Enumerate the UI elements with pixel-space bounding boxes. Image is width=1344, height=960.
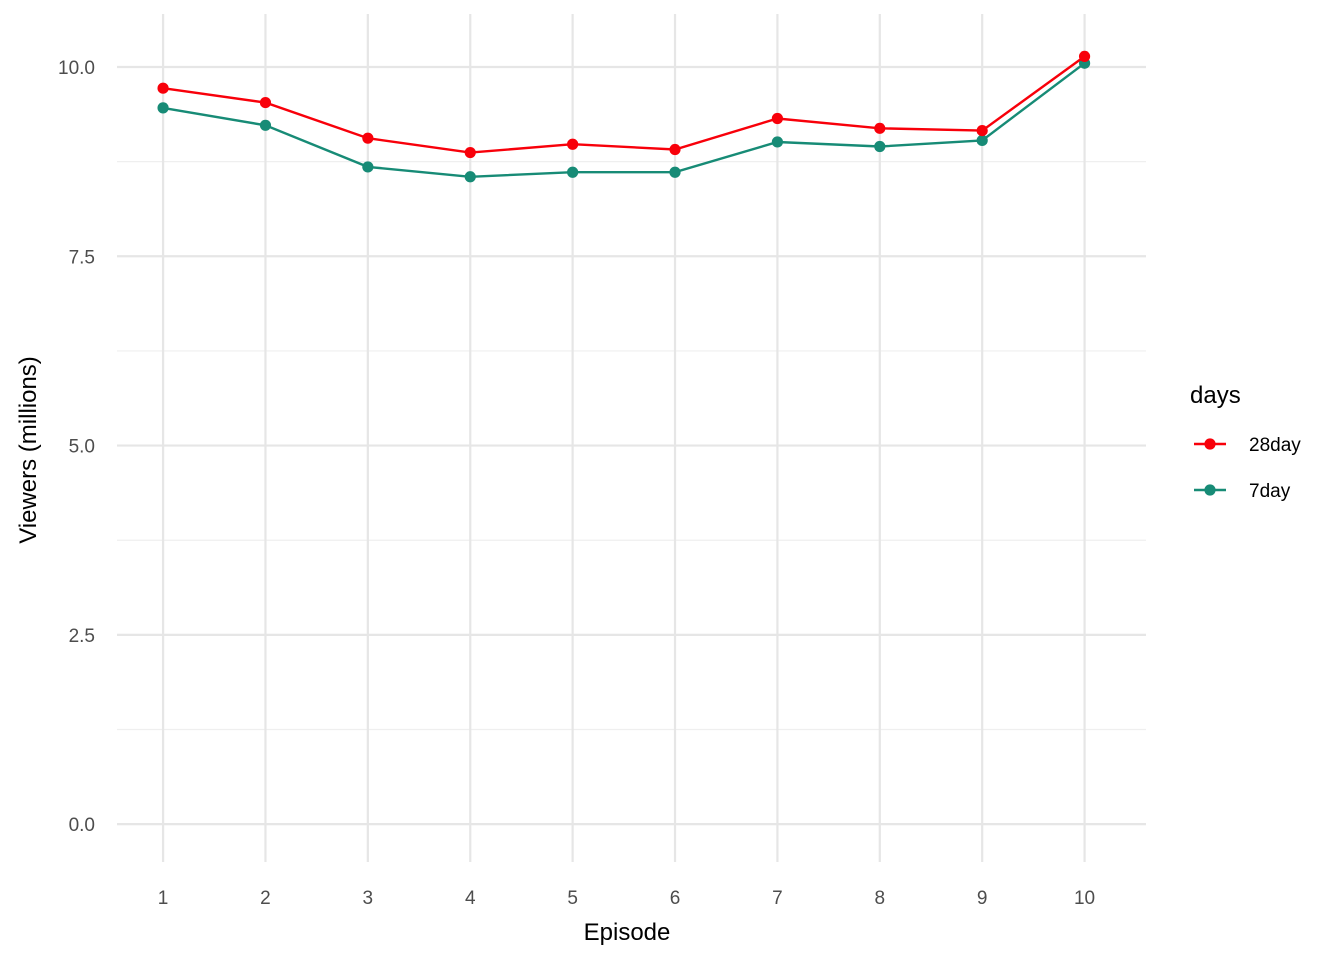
data-point-7day: [874, 140, 886, 153]
x-axis-ticks: 1 2 3 4 5 6 7 8 9 10: [158, 888, 1095, 909]
x-tick-label: 1: [158, 888, 169, 909]
data-point-28day: [976, 125, 988, 137]
data-point-7day: [157, 102, 169, 114]
data-point-7day: [259, 119, 272, 131]
x-tick-label: 4: [465, 888, 476, 909]
x-tick-label: 3: [363, 888, 374, 909]
data-point-7day: [976, 134, 988, 147]
y-axis-title: Viewers (millions): [15, 356, 42, 544]
legend-items: 28day 7day: [1194, 435, 1301, 502]
data-point-28day: [362, 132, 374, 144]
y-tick-label: 7.5: [69, 247, 95, 268]
y-tick-label: 0.0: [69, 815, 95, 836]
data-point-28day: [157, 82, 169, 94]
legend-key-point-28day: [1204, 438, 1216, 450]
x-tick-label: 6: [670, 888, 681, 909]
y-tick-label: 10.0: [58, 58, 95, 79]
x-tick-label: 2: [260, 888, 271, 909]
series-line-28day: [162, 55, 1086, 154]
x-tick-label: 7: [772, 888, 783, 909]
data-point-28day: [874, 122, 886, 134]
major-gridlines: [117, 14, 1146, 862]
data-point-28day: [464, 146, 476, 159]
data-point-28day: [771, 112, 784, 125]
x-tick-label: 8: [875, 888, 886, 909]
x-tick-label: 5: [567, 888, 578, 909]
legend: days 28day 7day: [1190, 382, 1301, 502]
data-point-7day: [669, 166, 681, 178]
series-line-7day: [162, 62, 1086, 179]
data-point-28day: [567, 138, 579, 150]
y-tick-label: 5.0: [69, 437, 95, 458]
legend-title: days: [1190, 382, 1241, 409]
data-point-28day: [1078, 50, 1091, 63]
y-axis-ticks: 0.0 2.5 5.0 7.5 10.0: [58, 58, 95, 836]
y-tick-label: 2.5: [69, 626, 95, 647]
series-layer: [157, 50, 1091, 183]
data-point-28day: [669, 143, 681, 156]
data-point-7day: [464, 171, 476, 183]
legend-label-7day: 7day: [1249, 481, 1291, 502]
minor-gridlines: [117, 161, 1146, 731]
x-axis-title: Episode: [584, 919, 671, 946]
data-point-7day: [362, 161, 374, 173]
data-point-7day: [771, 136, 784, 148]
data-point-7day: [567, 166, 579, 178]
data-point-28day: [259, 96, 272, 109]
x-tick-label: 10: [1074, 888, 1095, 909]
legend-key-point-7day: [1204, 484, 1216, 496]
legend-label-28day: 28day: [1249, 435, 1301, 456]
x-tick-label: 9: [977, 888, 988, 909]
